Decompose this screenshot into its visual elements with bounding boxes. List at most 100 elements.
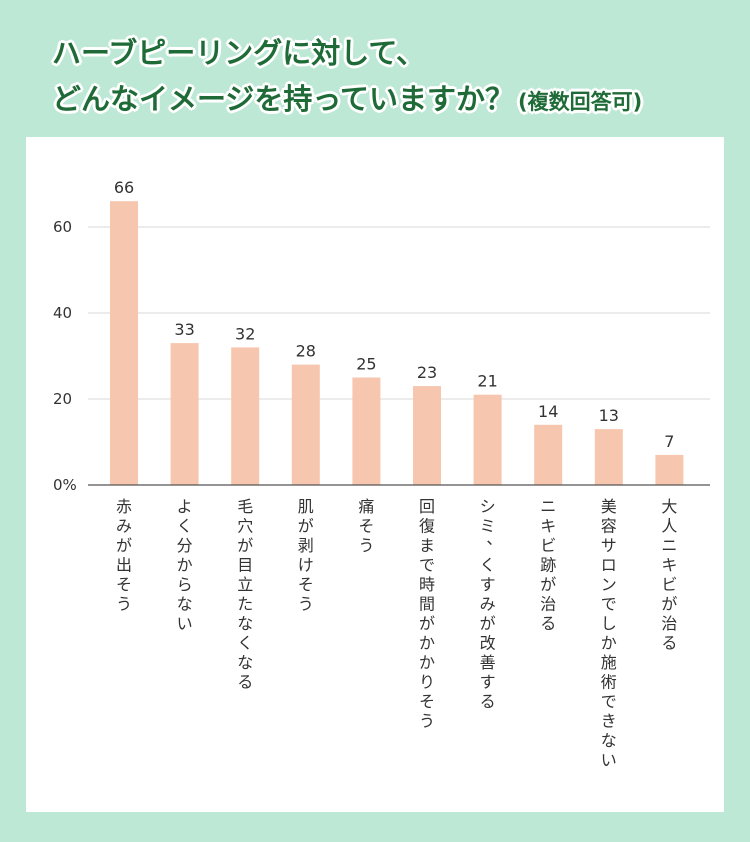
category-char: が	[540, 575, 556, 594]
bar-1	[110, 201, 138, 485]
category-char: ら	[177, 575, 193, 594]
bar-8	[534, 424, 563, 485]
category-char: な	[601, 731, 617, 750]
category-char: 毛	[237, 497, 253, 516]
title-line-2: どんなイメージを持っていますか？ (複数回答可)	[52, 76, 642, 125]
category-char: な	[237, 653, 253, 672]
category-char: か	[419, 634, 435, 653]
category-char: 回	[419, 497, 435, 516]
category-char: 出	[116, 556, 132, 575]
category-label-5: 痛そう	[358, 497, 374, 555]
category-char: で	[419, 556, 435, 575]
value-label-3: 32	[235, 324, 255, 343]
category-char: け	[298, 556, 314, 575]
category-char: う	[116, 595, 132, 614]
category-char: ニ	[661, 536, 677, 555]
value-label-9: 13	[599, 406, 619, 425]
value-label-6: 23	[417, 363, 437, 382]
bar-5	[352, 377, 381, 485]
category-char: 穴	[237, 517, 253, 536]
bar-3	[231, 347, 260, 485]
category-char: が	[419, 614, 435, 633]
category-char: 目	[237, 556, 253, 575]
category-char: す	[480, 575, 496, 594]
category-char: 施	[601, 653, 617, 672]
category-char: 治	[540, 595, 556, 614]
category-char: り	[419, 673, 435, 692]
category-char: が	[298, 517, 314, 536]
bar-9	[594, 429, 623, 485]
category-char: る	[540, 614, 556, 633]
category-char: か	[177, 556, 193, 575]
value-label-2: 33	[174, 320, 194, 339]
category-char: 分	[177, 536, 193, 555]
category-char: く	[480, 556, 496, 575]
category-char: う	[419, 712, 435, 731]
category-char: ビ	[540, 536, 556, 555]
category-char: き	[601, 712, 617, 731]
category-char: く	[237, 634, 253, 653]
title-line-1: ハーブピーリングに対して、	[52, 36, 425, 70]
category-char: 立	[237, 575, 253, 594]
category-char: が	[237, 536, 253, 555]
category-char: る	[480, 692, 496, 711]
category-char: キ	[540, 517, 556, 536]
category-char: で	[601, 692, 617, 711]
category-char: ビ	[661, 575, 677, 594]
y-tick-label-2: 20	[53, 390, 72, 408]
category-char: シ	[480, 497, 496, 516]
title-note: (複数回答可)	[517, 90, 643, 114]
category-char: 復	[419, 517, 435, 536]
title-line-2-main: どんなイメージを持っていますか？	[52, 82, 514, 116]
category-char: う	[298, 595, 314, 614]
category-char: 容	[601, 517, 617, 536]
value-label-7: 21	[477, 372, 497, 391]
category-char: 時	[419, 575, 435, 594]
category-char: い	[601, 751, 617, 770]
category-char: 剥	[298, 536, 314, 555]
value-label-1: 66	[114, 178, 134, 197]
category-char: ま	[419, 536, 435, 555]
category-char: ロ	[601, 556, 617, 575]
category-char: そ	[116, 575, 132, 594]
category-char: そ	[298, 575, 314, 594]
category-char: 赤	[116, 497, 132, 516]
category-char: ニ	[540, 497, 556, 516]
category-char: キ	[661, 556, 677, 575]
category-char: な	[237, 614, 253, 633]
category-char: る	[661, 634, 677, 653]
category-char: し	[601, 614, 617, 633]
category-char: い	[177, 614, 193, 633]
category-char: 改	[480, 634, 496, 653]
bar-7	[473, 394, 502, 485]
category-char: る	[237, 673, 253, 692]
category-char: 人	[661, 517, 677, 536]
category-char: 肌	[298, 497, 314, 516]
value-label-5: 25	[356, 355, 376, 374]
category-char: が	[661, 595, 677, 614]
category-char: ン	[601, 575, 617, 594]
bar-6	[413, 386, 441, 485]
category-char: く	[177, 517, 193, 536]
category-char: そ	[419, 692, 435, 711]
category-char: 跡	[540, 556, 556, 575]
category-char: よ	[177, 497, 193, 516]
category-char: 、	[486, 529, 502, 548]
category-char: 美	[601, 497, 617, 516]
category-char: た	[237, 595, 253, 614]
category-char: す	[480, 673, 496, 692]
value-label-8: 14	[538, 402, 558, 421]
category-char: が	[480, 614, 496, 633]
category-char: な	[177, 595, 193, 614]
bar-10	[655, 454, 684, 485]
category-char: そ	[358, 517, 374, 536]
